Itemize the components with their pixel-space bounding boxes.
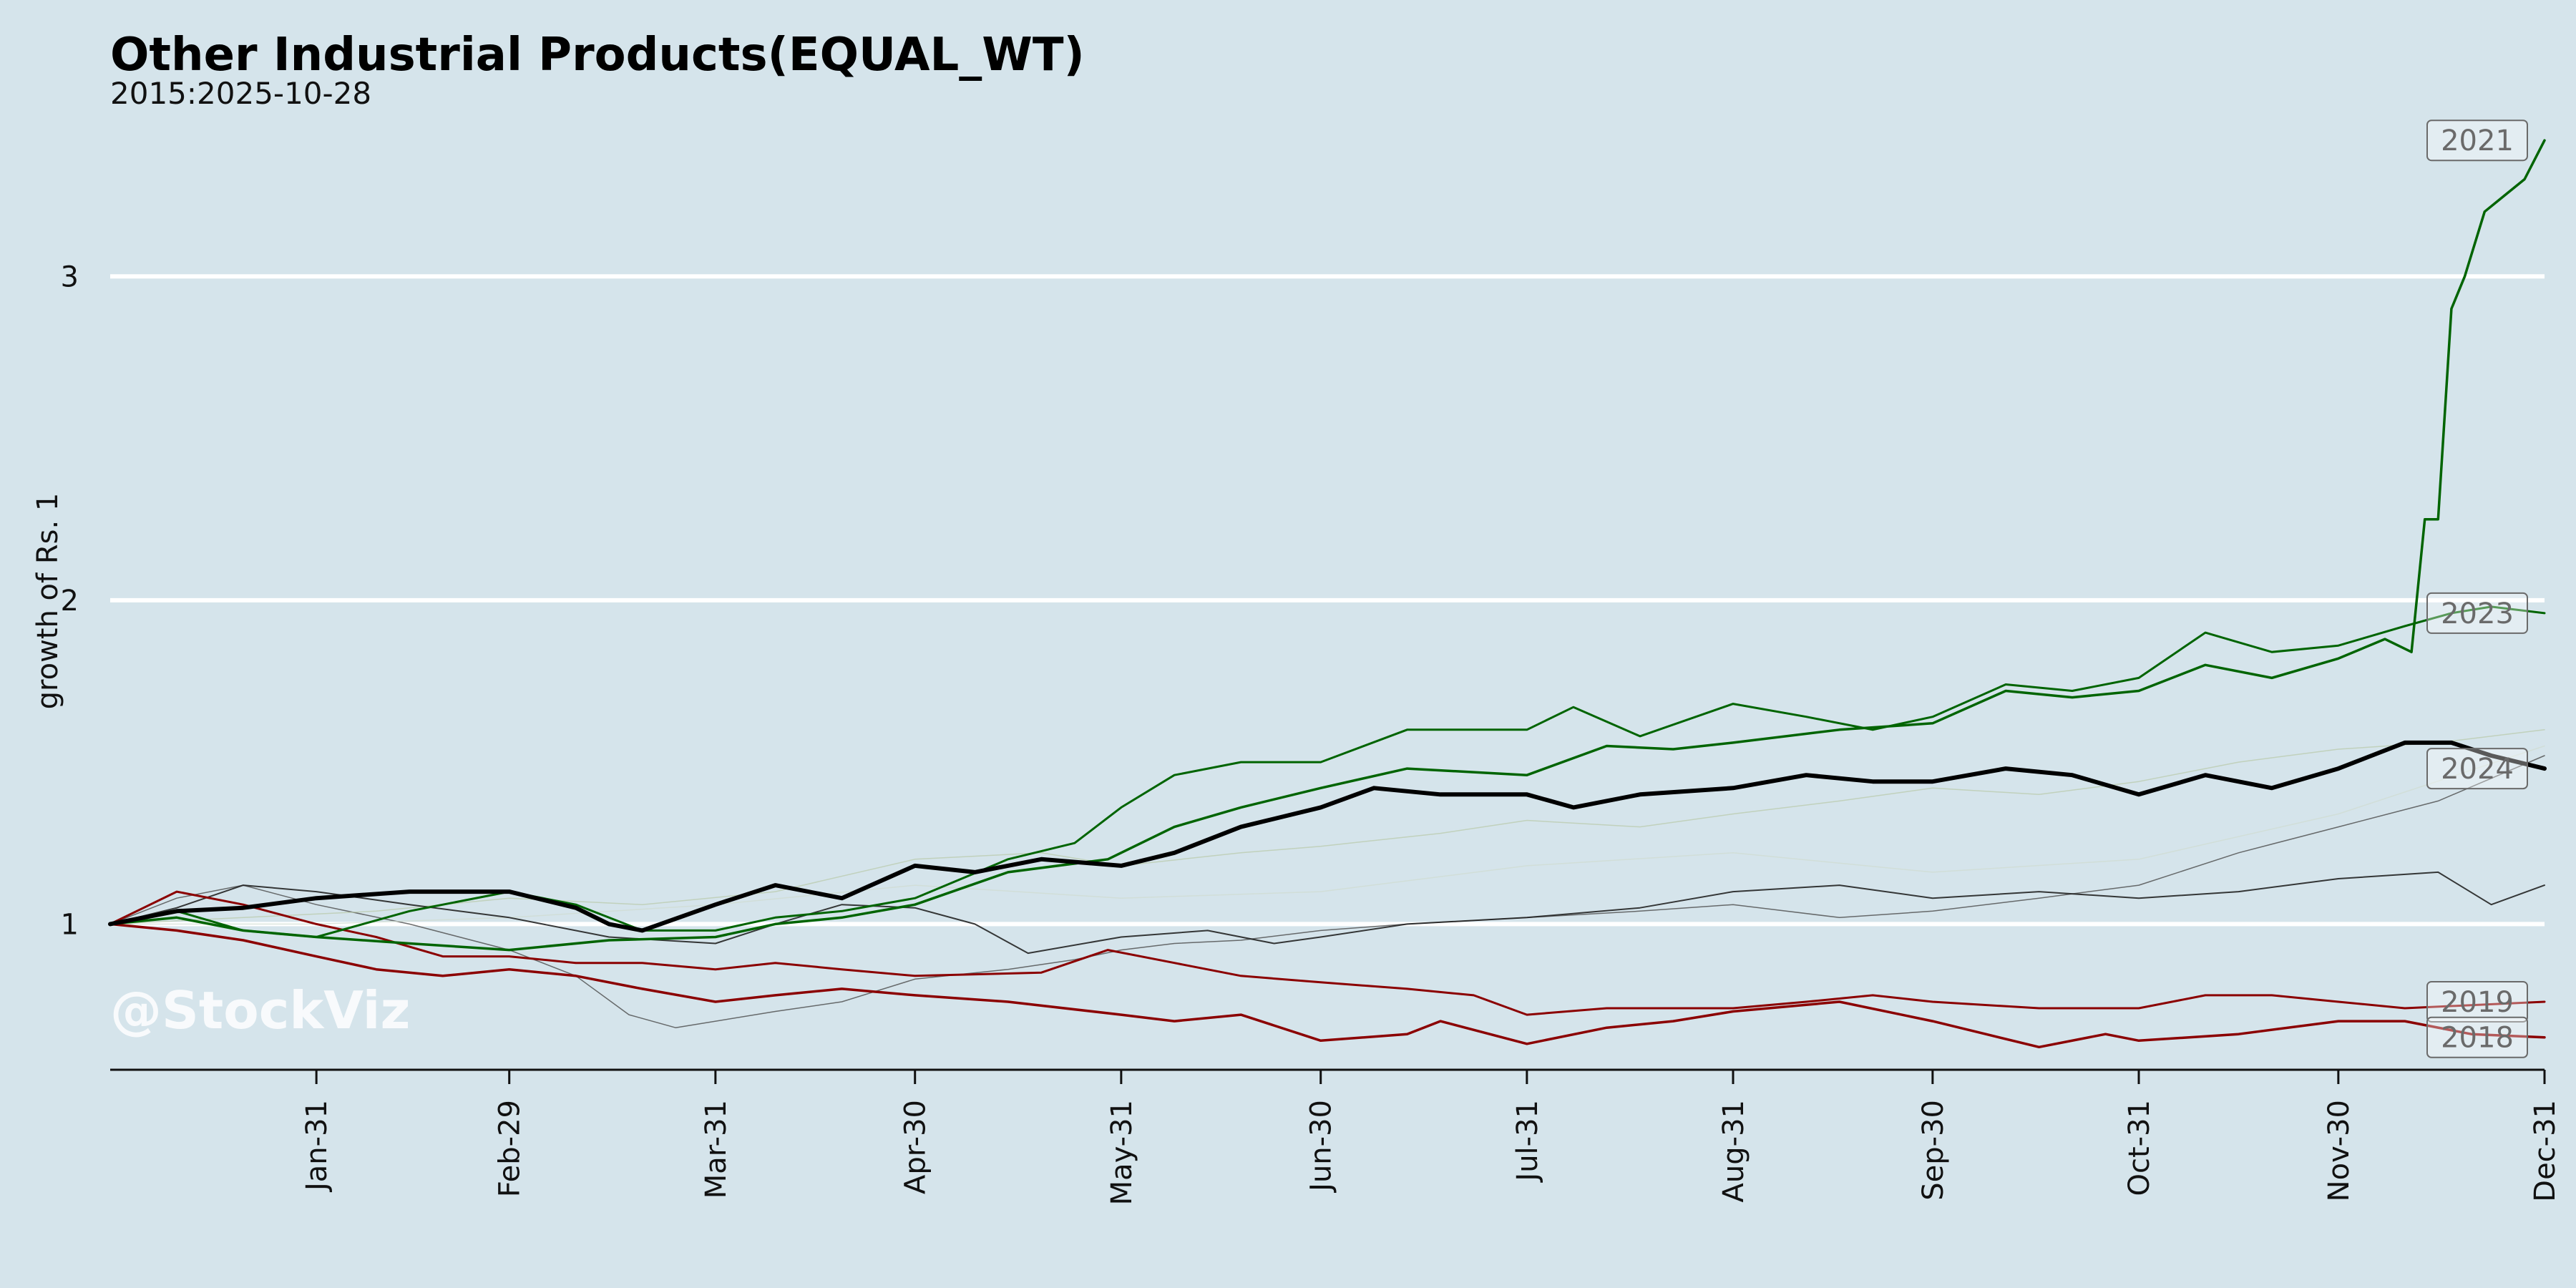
x-tick-label: Mar-31 [700,1100,733,1199]
series-line-2024 [110,743,2545,931]
x-tick-label: Jul-31 [1511,1100,1544,1184]
year-label-text: 2019 [2441,986,2514,1019]
year-label-text: 2018 [2441,1022,2514,1055]
x-tick-label: May-31 [1106,1100,1138,1205]
grid-layer [110,276,2545,924]
x-tick-label: Dec-31 [2529,1100,2562,1202]
y-axis-label: growth of Rs. 1 [31,493,64,710]
series-line-2018 [110,924,2545,1047]
x-tick-label: Oct-31 [2123,1100,2156,1196]
y-tick-label: 3 [61,260,79,293]
x-tick-label: Aug-31 [1717,1100,1750,1202]
series-line-2019 [110,892,2545,1015]
watermark: @StockViz [110,980,410,1040]
year-label-2019: 2019 [2427,982,2527,1022]
year-label-2023: 2023 [2427,593,2527,633]
year-label-2021: 2021 [2427,120,2527,160]
x-tick-label: Sep-30 [1917,1100,1950,1201]
year-label-text: 2024 [2441,753,2514,786]
series-line-2021 [110,140,2545,950]
y-tick-label: 1 [61,908,79,941]
x-tick-label: Feb-29 [494,1100,527,1197]
x-tick-label: Nov-30 [2323,1100,2356,1201]
series-line-2022 [110,607,2545,937]
year-label-text: 2021 [2441,125,2514,157]
year-label-2018: 2018 [2427,1018,2527,1058]
x-tick-label: Apr-30 [899,1100,932,1194]
x-tick-label: Jan-31 [301,1100,333,1193]
year-label-text: 2023 [2441,597,2514,630]
year-label-2024: 2024 [2427,748,2527,789]
x-tick-label: Jun-30 [1305,1100,1338,1194]
